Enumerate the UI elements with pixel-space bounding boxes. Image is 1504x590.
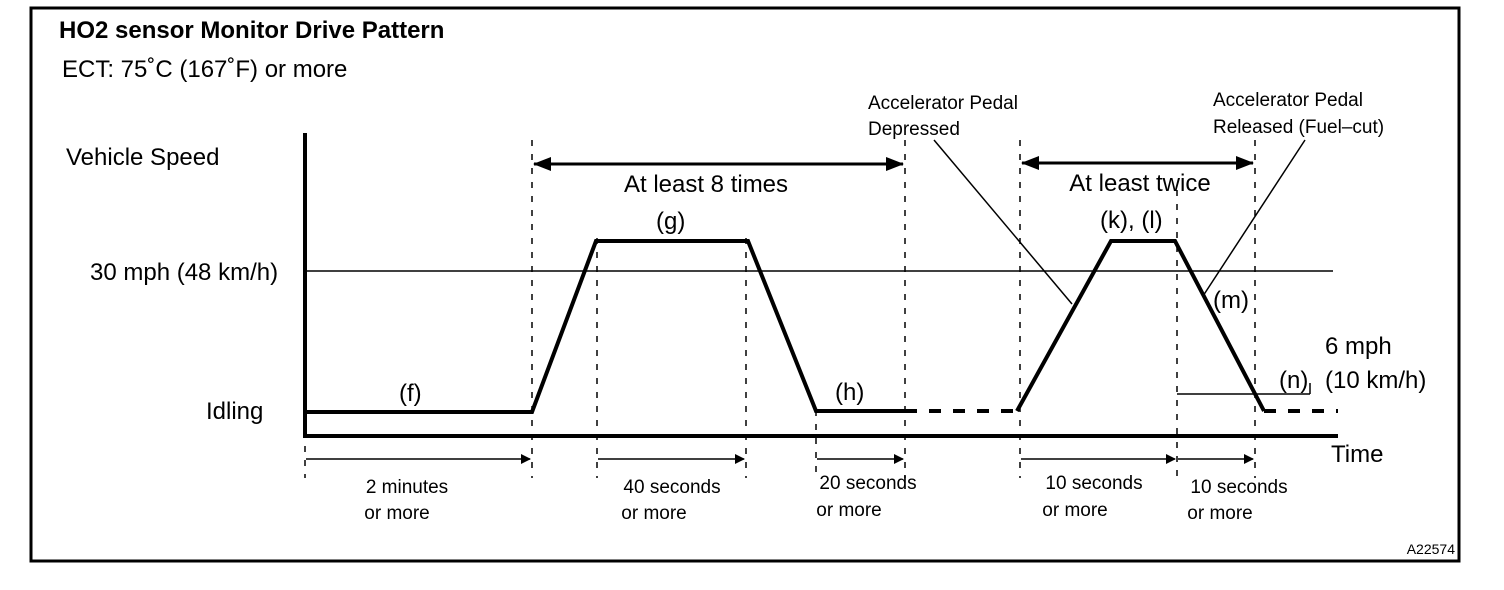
duration-label-line1: 20 seconds [819,473,916,494]
duration-label-line1: 40 seconds [623,477,720,498]
stage-label-n: (n) [1279,367,1308,394]
speed-level-30mph: 30 mph (48 km/h) [90,259,278,286]
pedal-released-note-line1: Accelerator Pedal [1213,90,1363,111]
stage-label-g: (g) [656,208,685,235]
pedal-released-leader [1202,139,1306,297]
stage-label-kl: (k), (l) [1100,207,1163,234]
pedal-depressed-leader [933,139,1073,305]
diagram-frame [29,6,1461,563]
stage-label-h: (h) [835,379,864,406]
speed-level-idling: Idling [206,398,263,425]
stage-label-m: (m) [1213,287,1249,314]
duration-label-line2: or more [364,503,429,524]
figure-code: A22574 [1407,541,1455,557]
six-mph-note-line1: 6 mph [1325,333,1392,360]
y-axis-label: Vehicle Speed [66,144,219,171]
x-axis-label: Time [1331,441,1383,468]
pedal-released-note-line2: Released (Fuel–cut) [1213,117,1384,138]
pedal-depressed-note-line1: Accelerator Pedal [868,93,1018,114]
duration-label-line1: 2 minutes [366,477,448,498]
phase-guides [304,140,1256,478]
repeat-label-first: At least 8 times [624,171,788,198]
speed-trace-first-cycle [305,239,905,414]
temperature-condition: ECT: 75˚C (167˚F) or more [62,56,347,83]
speed-trace-second-cycle [1015,239,1266,412]
repeat-label-second: At least twice [1069,170,1210,197]
pedal-depressed-note-line2: Depressed [868,119,960,140]
duration-label-line2: or more [621,503,686,524]
duration-label-line2: or more [1042,500,1107,521]
duration-label-line1: 10 seconds [1045,473,1142,494]
duration-label-line1: 10 seconds [1190,477,1287,498]
six-mph-note-line2: (10 km/h) [1325,367,1426,394]
stage-label-f: (f) [399,380,422,407]
duration-label-line2: or more [1187,503,1252,524]
duration-label-line2: or more [816,500,881,521]
diagram-title: HO2 sensor Monitor Drive Pattern [59,17,444,44]
